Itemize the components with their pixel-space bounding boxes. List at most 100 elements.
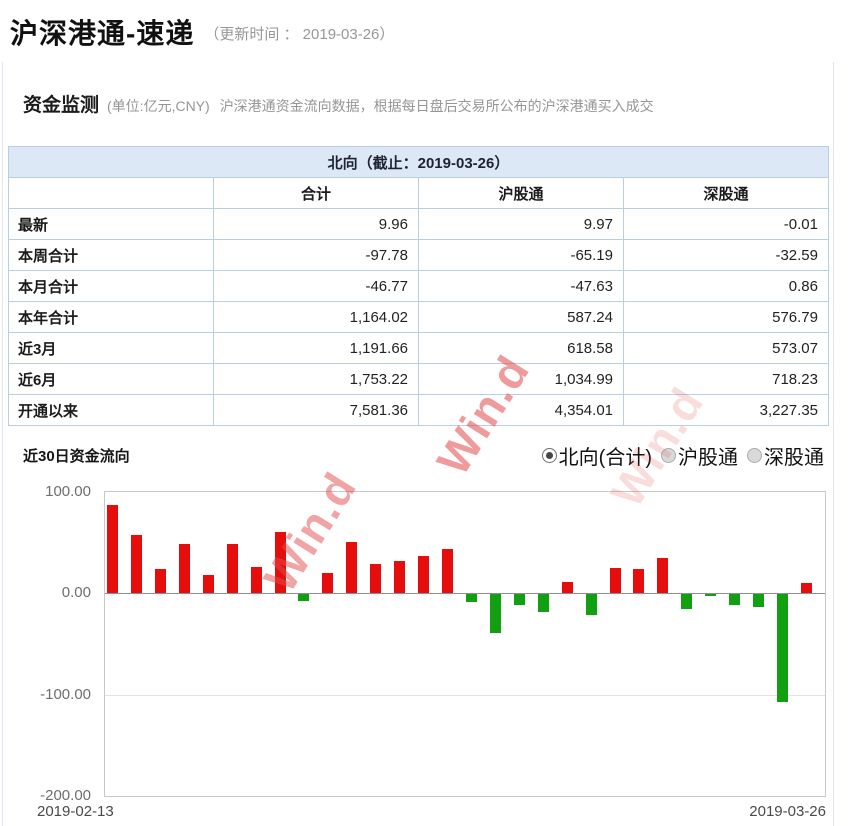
cell-value: 587.24 [418,301,624,333]
row-label: 近3月 [8,332,214,364]
cell-value: 576.79 [623,301,829,333]
flow-bar [513,594,525,605]
col-header-total: 合计 [213,177,419,209]
flow-bar [561,582,573,593]
y-tick-label: 0.00 [61,584,91,601]
col-header-shanghai: 沪股通 [418,177,624,209]
flow-bar [465,594,477,602]
cell-value: 1,191.66 [213,332,419,364]
row-label: 本月合计 [8,270,214,302]
table-row: 近3月 1,191.66 618.58 573.07 [8,332,829,364]
cell-value: -0.01 [623,208,829,240]
cell-value: 3,227.35 [623,394,829,426]
flow-bar [633,569,645,593]
page-title: 沪深港通-速递 [10,18,195,49]
flow-bar [346,542,358,593]
chart-header: 近30日资金流向 北向(合计) 沪股通 深股通 [23,441,824,470]
flow-bar [130,535,142,593]
cell-value: 1,164.02 [213,301,419,333]
table-row: 最新 9.96 9.97 -0.01 [8,208,829,240]
flow-bar [178,544,190,593]
radio-label[interactable]: 深股通 [764,447,824,469]
flow-bar [753,594,765,607]
row-label: 开通以来 [8,394,214,426]
flow-bar [800,583,812,593]
flow-bar [609,568,621,593]
flow-bar [657,558,669,593]
cell-value: 9.96 [213,208,419,240]
section-title: 资金监测 [23,95,100,116]
section-unit-note: (单位:亿元,CNY) [107,98,210,114]
cell-value: 1,034.99 [418,363,624,395]
flow-bar [394,561,406,593]
row-label: 最新 [8,208,214,240]
cell-value: 718.23 [623,363,829,395]
col-header-shenzhen: 深股通 [623,177,829,209]
radio-label[interactable]: 沪股通 [678,447,738,469]
table-header-row: 合计 沪股通 深股通 [8,177,829,209]
col-header-empty [8,177,214,209]
flow-chart: 100.00 0.00 -100.00 -200.00 2019-02-13 2… [3,483,833,826]
radio-icon[interactable] [541,448,557,463]
table-row: 近6月 1,753.22 1,034.99 718.23 [8,363,829,395]
chart-title: 近30日资金流向 [23,448,130,465]
cell-value: 1,753.22 [213,363,419,395]
table-row: 本年合计 1,164.02 587.24 576.79 [8,301,829,333]
bar-plot [104,491,826,797]
cell-value: -65.19 [418,239,624,271]
cell-value: 9.97 [418,208,624,240]
x-start-label: 2019-02-13 [37,803,114,820]
cell-value: 7,581.36 [213,394,419,426]
flow-bar [107,505,118,593]
series-radio-group: 北向(合计) 沪股通 深股通 [541,441,824,470]
row-label: 本年合计 [8,301,214,333]
header: 沪深港通-速递 （更新时间 ： 2019-03-26） [10,12,394,52]
section-header: 资金监测 (单位:亿元,CNY) 沪深港通资金流向数据，根据每日盘后交易所公布的沪深… [23,90,831,117]
flow-bar [298,594,310,601]
radio-option-shenzhen-connect[interactable]: 深股通 [747,441,824,470]
flow-bar [729,594,741,605]
northbound-table: 北向（截止：2019-03-26） 合计 沪股通 深股通 最新 9.96 9.9… [8,146,829,426]
update-time: （更新时间 ： 2019-03-26） [204,26,395,43]
cell-value: -47.63 [418,270,624,302]
flow-bar [418,556,430,593]
flow-bar [274,532,286,593]
table-banner-row: 北向（截止：2019-03-26） [8,146,829,178]
cell-value: 618.58 [418,332,624,364]
flow-bar [777,594,789,702]
flow-bar [226,544,238,593]
cell-value: 0.86 [623,270,829,302]
y-tick-label: -100.00 [40,686,91,703]
y-tick-label: -200.00 [40,787,91,804]
flow-bar [489,594,501,633]
table-row: 开通以来 7,581.36 4,354.01 3,227.35 [8,394,829,426]
row-label: 本周合计 [8,239,214,271]
flow-bar [322,573,334,593]
flow-bar [370,564,382,593]
radio-label[interactable]: 北向(合计) [558,447,652,469]
radio-option-shanghai-connect[interactable]: 沪股通 [661,441,738,470]
cell-value: -46.77 [213,270,419,302]
radio-icon[interactable] [661,448,676,463]
flow-bar [442,549,454,593]
cell-value: -97.78 [213,239,419,271]
flow-bar [154,569,166,593]
zero-axis-line [105,593,825,594]
table-row: 本周合计 -97.78 -65.19 -32.59 [8,239,829,271]
table-banner: 北向（截止：2019-03-26） [8,146,829,178]
x-axis-labels: 2019-02-13 2019-03-26 [37,803,826,820]
flow-bar [250,567,262,593]
radio-icon[interactable] [747,448,762,463]
row-label: 近6月 [8,363,214,395]
gridline-neg100 [105,695,825,696]
y-tick-label: 100.00 [45,483,91,500]
flow-bar [537,594,549,612]
radio-option-north-total[interactable]: 北向(合计) [541,441,652,470]
flow-bar [202,575,214,593]
cell-value: 573.07 [623,332,829,364]
x-end-label: 2019-03-26 [749,803,826,820]
content-panel: 资金监测 (单位:亿元,CNY) 沪深港通资金流向数据，根据每日盘后交易所公布的沪深… [2,62,834,826]
section-description: 沪深港通资金流向数据，根据每日盘后交易所公布的沪深港通买入成交 [219,98,654,114]
flow-bar [681,594,693,609]
